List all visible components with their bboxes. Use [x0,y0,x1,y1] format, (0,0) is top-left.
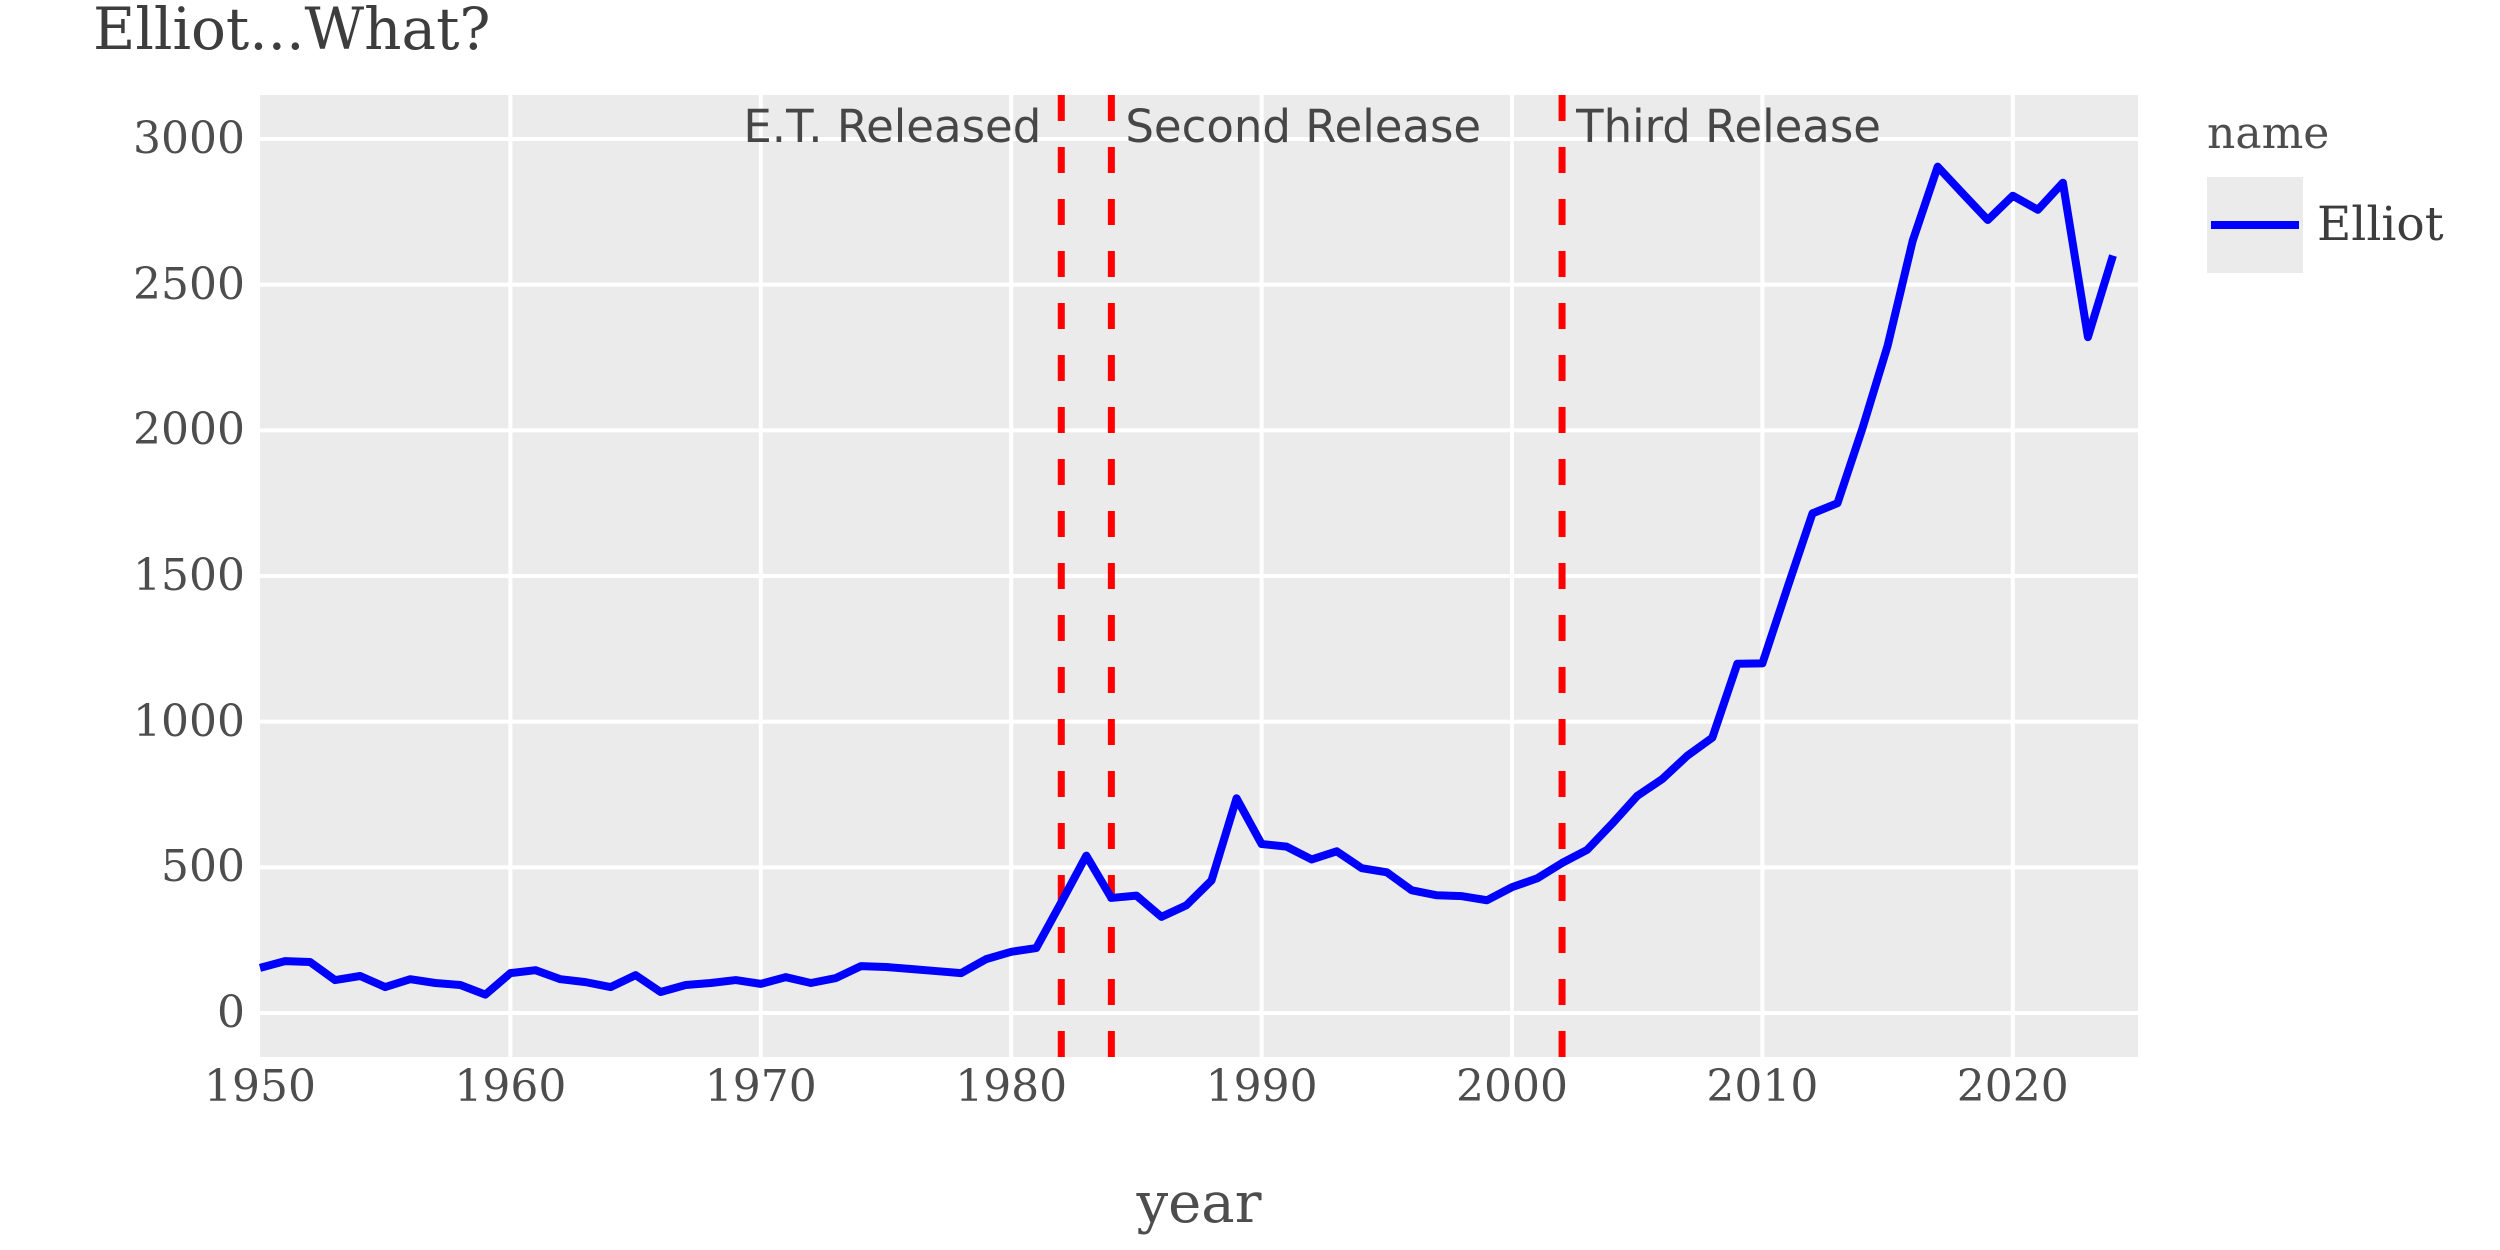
chart-title: Elliot...What? [93,0,491,63]
series-line-elliot [258,162,2117,999]
x-axis-title: year [1136,1171,1262,1236]
legend-title: name [2207,108,2330,159]
legend-line-swatch [2211,221,2299,229]
legend-label: Elliot [2317,197,2444,252]
legend-key-box [2207,177,2303,273]
